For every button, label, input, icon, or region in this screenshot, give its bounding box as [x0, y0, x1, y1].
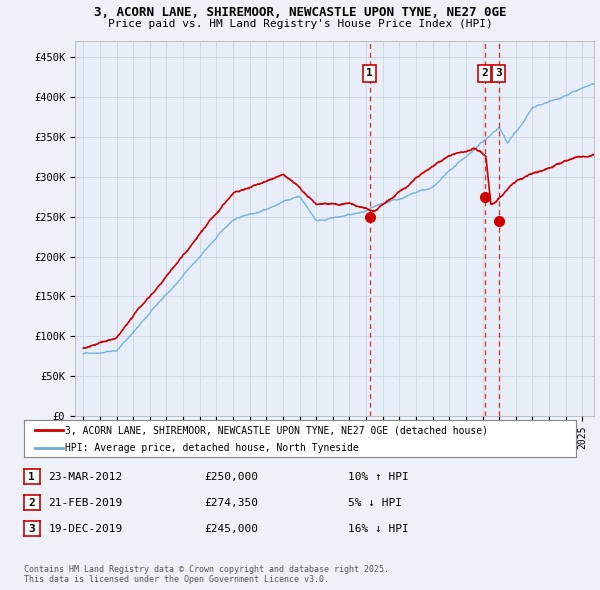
Text: 1: 1	[28, 472, 35, 481]
Text: HPI: Average price, detached house, North Tyneside: HPI: Average price, detached house, Nort…	[65, 443, 359, 453]
Text: 3: 3	[28, 524, 35, 533]
Text: Price paid vs. HM Land Registry's House Price Index (HPI): Price paid vs. HM Land Registry's House …	[107, 19, 493, 29]
Text: 1: 1	[367, 68, 373, 78]
Text: 3, ACORN LANE, SHIREMOOR, NEWCASTLE UPON TYNE, NE27 0GE: 3, ACORN LANE, SHIREMOOR, NEWCASTLE UPON…	[94, 6, 506, 19]
Text: £250,000: £250,000	[204, 472, 258, 481]
Text: 3, ACORN LANE, SHIREMOOR, NEWCASTLE UPON TYNE, NE27 0GE (detached house): 3, ACORN LANE, SHIREMOOR, NEWCASTLE UPON…	[65, 425, 488, 435]
Text: 16% ↓ HPI: 16% ↓ HPI	[348, 524, 409, 533]
Text: Contains HM Land Registry data © Crown copyright and database right 2025.
This d: Contains HM Land Registry data © Crown c…	[24, 565, 389, 584]
Text: £245,000: £245,000	[204, 524, 258, 533]
Text: 10% ↑ HPI: 10% ↑ HPI	[348, 472, 409, 481]
Text: £274,350: £274,350	[204, 498, 258, 507]
Text: 19-DEC-2019: 19-DEC-2019	[49, 524, 123, 533]
Text: 2: 2	[28, 498, 35, 507]
Text: 2: 2	[481, 68, 488, 78]
Text: 3: 3	[496, 68, 502, 78]
Text: 21-FEB-2019: 21-FEB-2019	[49, 498, 123, 507]
Text: 23-MAR-2012: 23-MAR-2012	[49, 472, 123, 481]
Text: 5% ↓ HPI: 5% ↓ HPI	[348, 498, 402, 507]
